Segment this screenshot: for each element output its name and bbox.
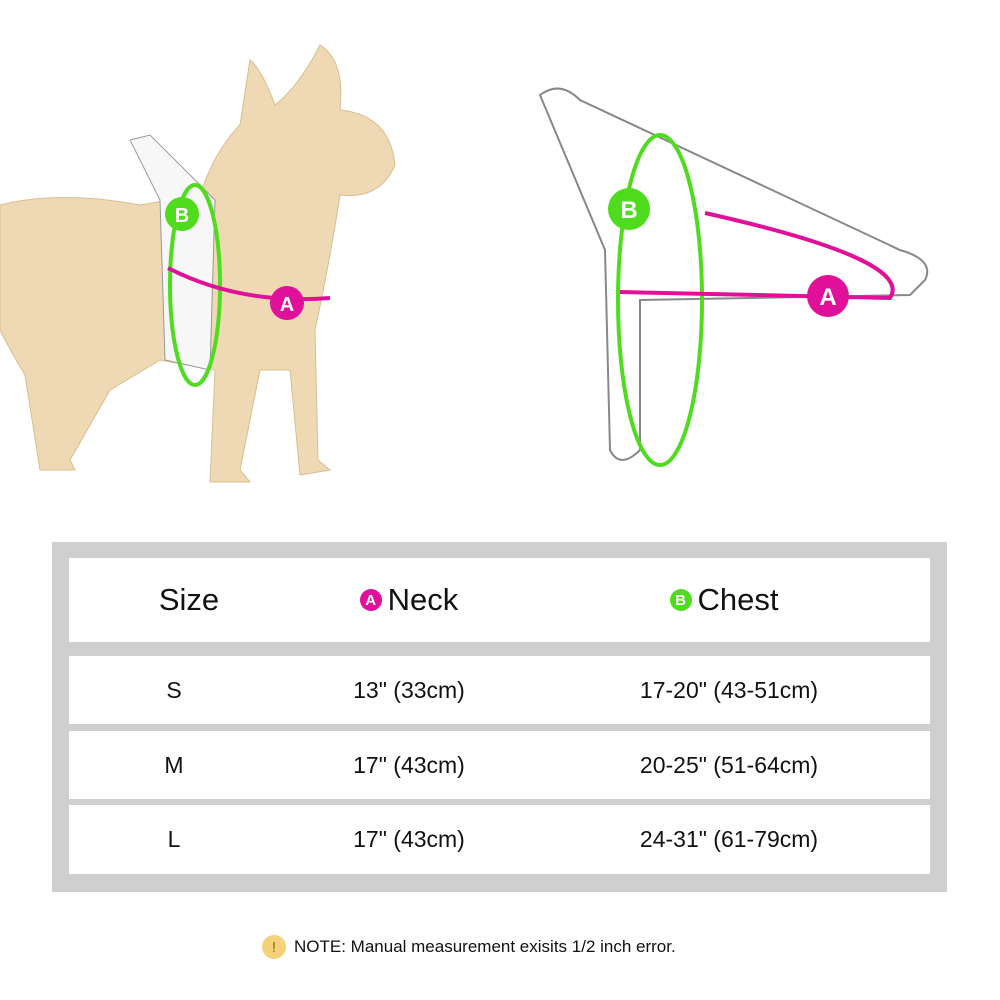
chest-cell: 24-31" (61-79cm) bbox=[639, 826, 819, 852]
badge-a-label: A bbox=[280, 294, 294, 316]
dog-wearing-harness-photo: B A bbox=[0, 44, 396, 483]
chest-cell: 20-25" (51-64cm) bbox=[639, 751, 819, 778]
badge-b bbox=[165, 197, 199, 231]
chest-measure-ring bbox=[168, 183, 222, 387]
table-header-row: Size A Neck B Chest bbox=[69, 558, 930, 642]
measurement-note: ! NOTE: Manual measurement exisits 1/2 i… bbox=[262, 935, 676, 959]
harness-line-drawing: B A bbox=[538, 87, 929, 467]
header-neck: A Neck bbox=[299, 558, 519, 642]
badge-b-label: B bbox=[175, 205, 189, 227]
header-neck-label: Neck bbox=[387, 582, 459, 617]
header-chest: B Chest bbox=[589, 558, 859, 642]
badge-b bbox=[608, 188, 650, 230]
neck-cell: 17" (43cm) bbox=[353, 751, 465, 778]
chest-badge-icon: B bbox=[669, 589, 692, 611]
size-table: Size A Neck B Chest S 13" (33cm) 17-20" … bbox=[52, 542, 947, 892]
chest-cell: 17-20" (43-51cm) bbox=[639, 676, 819, 703]
neck-badge-icon: A bbox=[359, 589, 382, 611]
badge-a bbox=[807, 275, 849, 317]
table-row: L 17" (43cm) 24-31" (61-79cm) bbox=[69, 805, 930, 874]
size-cell: M bbox=[164, 751, 184, 778]
neck-cell: 13" (33cm) bbox=[353, 676, 465, 703]
header-size: Size bbox=[158, 582, 220, 617]
header-chest-label: Chest bbox=[697, 582, 779, 617]
badge-b-label: B bbox=[620, 197, 637, 224]
table-row: M 17" (43cm) 20-25" (51-64cm) bbox=[69, 731, 930, 799]
size-cell: S bbox=[166, 676, 182, 703]
neck-measure-line bbox=[167, 266, 331, 302]
neck-measure-line bbox=[619, 211, 895, 301]
neck-cell: 17" (43cm) bbox=[353, 826, 465, 852]
note-text: NOTE: Manual measurement exisits 1/2 inc… bbox=[294, 937, 676, 956]
size-cell: L bbox=[167, 826, 181, 852]
table-row: S 13" (33cm) 17-20" (43-51cm) bbox=[69, 656, 930, 724]
exclamation-icon: ! bbox=[262, 935, 286, 959]
chest-measure-ring bbox=[616, 133, 704, 467]
badge-a bbox=[270, 286, 304, 320]
harness-outline bbox=[538, 87, 929, 461]
badge-a-label: A bbox=[819, 284, 836, 311]
